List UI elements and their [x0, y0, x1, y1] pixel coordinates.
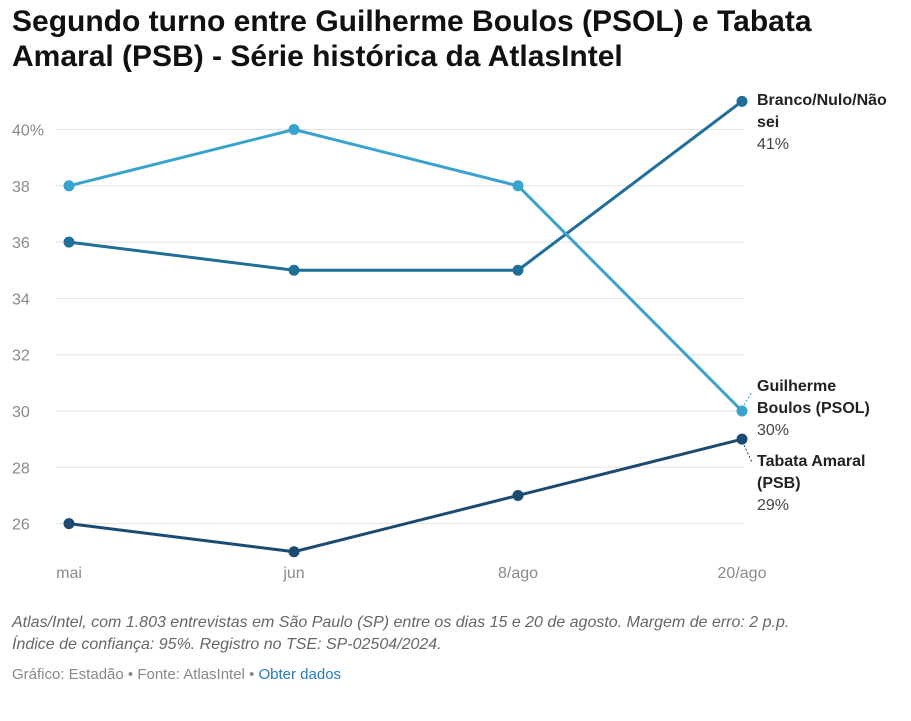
- line-chart: 26 28 30 32 34 36 38 40% mai jun 8/ago 20/ago Branco…: [12, 92, 887, 582]
- data-point: [288, 546, 300, 558]
- label-leader-line: [743, 444, 753, 463]
- series-line: [68, 100, 743, 272]
- data-point: [512, 180, 524, 192]
- y-tick-label: 34: [12, 291, 30, 308]
- footer: Gráfico: Estadão • Fonte: AtlasIntel • O…: [12, 666, 341, 683]
- data-point: [736, 405, 748, 417]
- y-tick-label: 36: [12, 235, 30, 252]
- series-label: Boulos (PSOL): [757, 400, 870, 417]
- data-point: [63, 518, 75, 530]
- series-label: Tabata Amaral: [757, 453, 865, 470]
- data-point: [288, 124, 300, 135]
- series-label: (PSB): [757, 475, 801, 492]
- footer-separator: •: [244, 666, 259, 683]
- x-tick-label: 8/ago: [498, 565, 538, 582]
- series-label: Guilherme: [757, 378, 836, 395]
- data-point: [512, 264, 524, 276]
- series-value-label: 41%: [757, 136, 789, 153]
- data-point: [63, 180, 75, 192]
- series-line: [68, 437, 743, 554]
- x-tick-label: jun: [282, 565, 304, 582]
- footer-credit: Gráfico: Estadão: [12, 666, 124, 683]
- data-point: [736, 433, 748, 445]
- label-leader-line: [743, 391, 753, 406]
- y-tick-label: 38: [12, 179, 30, 196]
- data-point: [63, 236, 75, 248]
- methodology-note-line-1: Atlas/Intel, com 1.803 entrevistas em Sã…: [12, 614, 790, 631]
- series-label: Branco/Nulo/Não: [757, 92, 887, 109]
- y-tick-label: 26: [12, 517, 30, 534]
- data-point: [736, 95, 748, 107]
- x-tick-label: 20/ago: [718, 565, 767, 582]
- series-label: sei: [757, 114, 779, 131]
- series-value-label: 30%: [757, 422, 789, 439]
- methodology-note-line-2: Índice de confiança: 95%. Registro no TS…: [12, 636, 442, 653]
- footer-separator: •: [123, 666, 138, 683]
- data-point: [288, 264, 300, 276]
- y-tick-label: 40%: [12, 123, 44, 140]
- get-data-link[interactable]: Obter dados: [258, 666, 342, 683]
- y-tick-label: 32: [12, 348, 30, 365]
- series-line: [68, 128, 744, 413]
- y-tick-label: 30: [12, 404, 30, 421]
- y-tick-label: 28: [12, 460, 30, 477]
- x-tick-label: mai: [56, 565, 82, 582]
- methodology-note: Atlas/Intel, com 1.803 entrevistas em Sã…: [12, 612, 892, 656]
- footer-source: Fonte: AtlasIntel: [137, 666, 245, 683]
- data-point: [512, 489, 524, 501]
- series-value-label: 29%: [757, 497, 789, 514]
- chart-title: Segundo turno entre Guilherme Boulos (PS…: [12, 5, 812, 73]
